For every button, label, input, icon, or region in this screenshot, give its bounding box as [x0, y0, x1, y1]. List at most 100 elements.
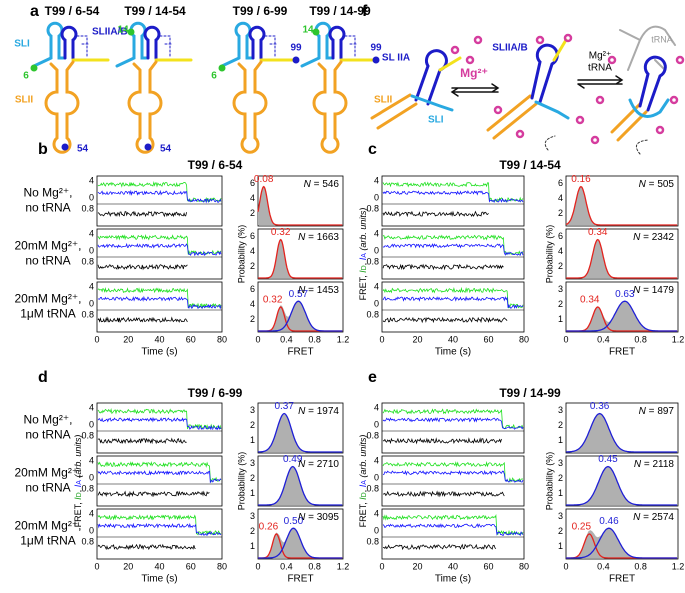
panel-label: e	[368, 369, 377, 386]
label-part: I	[73, 484, 83, 487]
fret-tick: 0.8	[634, 334, 647, 344]
time-tick: 60	[186, 561, 196, 571]
mg-ion	[493, 105, 503, 115]
n-symbol: N	[304, 179, 312, 190]
condition-label: no tRNA	[25, 481, 70, 495]
y-axis-label: Probability (%)	[236, 225, 246, 284]
sliiab-label: SLIIA/B	[92, 27, 128, 38]
f-mg-label: Mg²⁺	[460, 66, 488, 80]
rna-structure	[115, 21, 193, 154]
time-tick: 80	[519, 334, 529, 344]
hist-ytick: 2	[558, 473, 563, 483]
donor-trace	[382, 243, 524, 256]
gaussian-fit	[566, 527, 678, 559]
time-tick: 80	[217, 561, 227, 571]
mg-ion	[535, 35, 545, 45]
panel-title: T99 / 6-54	[188, 158, 243, 172]
condition-label: 1μM tRNA	[20, 307, 76, 321]
fret-histogram	[258, 186, 343, 225]
acceptor-dot	[61, 143, 69, 151]
donor-trace	[97, 469, 222, 484]
x-axis-label: Time (s)	[435, 574, 471, 585]
n-symbol: N	[298, 406, 306, 417]
mg-ion	[655, 125, 665, 135]
y-axis-label: Probability (%)	[544, 225, 554, 284]
f-slii	[370, 93, 418, 130]
mg-ion	[607, 55, 617, 65]
gaussian-fit	[258, 465, 343, 506]
x-axis-label: FRET	[287, 347, 313, 358]
label-part: ,	[73, 487, 83, 492]
label-part: A	[76, 480, 83, 485]
trace-ytick: 0	[89, 245, 94, 255]
trace-ytick: 4	[374, 281, 379, 291]
trace-ytick: 0.8	[81, 203, 94, 213]
hist-ytick: 6	[250, 178, 255, 188]
panel-label: a	[30, 3, 39, 20]
f-sli3	[628, 98, 670, 118]
label-part: D	[361, 492, 368, 497]
hist-ytick: 3	[250, 458, 255, 468]
peak-label: 0.32	[263, 295, 283, 306]
hist-ytick: 4	[250, 246, 255, 256]
sli-label: SLI	[14, 39, 30, 50]
fret-histogram	[566, 412, 678, 452]
x-axis-label: FRET	[609, 574, 635, 585]
hist-ytick: 6	[250, 231, 255, 241]
acceptor-trace	[382, 234, 524, 256]
gaussian-fit	[566, 300, 678, 332]
y-axis-label: Probability (%)	[544, 452, 554, 511]
panel-label: c	[368, 141, 377, 158]
f-dash	[544, 135, 649, 155]
y-axis-label: Probability (%)	[236, 452, 246, 511]
fret-histogram	[566, 186, 678, 225]
fret-trace	[97, 263, 188, 271]
f-mg2-label: Mg²⁺	[589, 51, 612, 62]
mg-ion	[515, 129, 525, 139]
time-tick: 60	[483, 561, 493, 571]
time-tick: 40	[448, 561, 458, 571]
condition-label: 20mM Mg²⁺,	[14, 519, 81, 533]
trace-ytick: 0.8	[366, 309, 379, 319]
label-part: A	[361, 480, 368, 485]
slii-stem	[312, 60, 348, 154]
mg-ion	[450, 45, 460, 55]
slii-label: SLII	[15, 95, 34, 106]
n-value: 546	[322, 179, 339, 190]
f-sliiab-label: SLIIA/B	[492, 43, 528, 54]
donor-dot	[218, 64, 226, 72]
label-part: I	[358, 270, 368, 273]
acceptor-trace	[382, 286, 524, 309]
acceptor-label: 54	[160, 144, 172, 155]
acceptor-trace	[97, 461, 222, 483]
condition-label: No Mg²⁺,	[23, 186, 72, 200]
donor-label: 14	[302, 25, 314, 36]
hist-frame	[565, 402, 679, 454]
construct-title: T99 / 14-54	[124, 4, 186, 18]
trace-frame	[96, 228, 223, 280]
fret-trace	[382, 543, 497, 551]
fret-tick: 0	[563, 334, 568, 344]
peak-label: 0.32	[271, 227, 291, 238]
hist-ytick: 1	[558, 435, 563, 445]
f-trna	[619, 25, 676, 71]
sli-stem	[220, 21, 255, 68]
trace-ytick: 0	[374, 472, 379, 482]
n-symbol: N	[633, 285, 641, 296]
f-linker2	[552, 38, 568, 62]
fret-tick: 1.2	[337, 561, 350, 571]
hist-frame	[565, 508, 679, 560]
time-tick: 0	[94, 334, 99, 344]
n-eq: =	[640, 512, 651, 523]
f-slii3	[610, 102, 648, 142]
hist-ytick: 4	[558, 246, 563, 256]
mg-ion	[675, 55, 685, 65]
label-part: I	[358, 497, 368, 500]
sli-stem	[32, 21, 67, 68]
label-part: ,	[358, 487, 368, 492]
peak-label: 0.37	[274, 401, 294, 412]
condition-label: 20mM Mg²⁺,	[14, 239, 81, 253]
rna-structure	[220, 21, 298, 154]
condition-label: 20mM Mg²⁺,	[14, 292, 81, 306]
time-tick: 60	[483, 334, 493, 344]
